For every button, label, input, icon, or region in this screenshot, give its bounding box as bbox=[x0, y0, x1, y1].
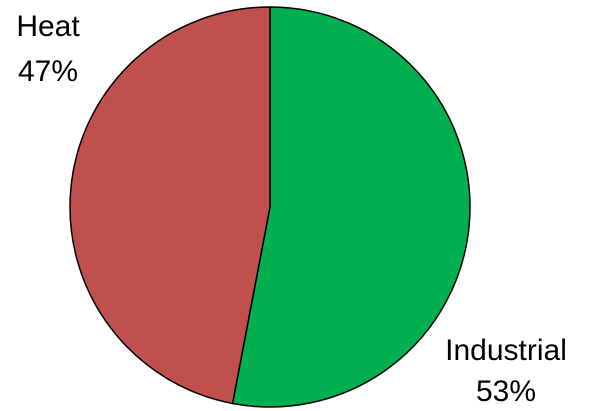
pie-slice bbox=[69, 6, 271, 405]
slice-value-label: 53% bbox=[476, 375, 536, 408]
slice-label: Industrial bbox=[445, 334, 567, 367]
pie-slice bbox=[231, 6, 471, 408]
slice-value-label: 47% bbox=[18, 55, 78, 88]
slice-label: Heat bbox=[16, 10, 80, 43]
